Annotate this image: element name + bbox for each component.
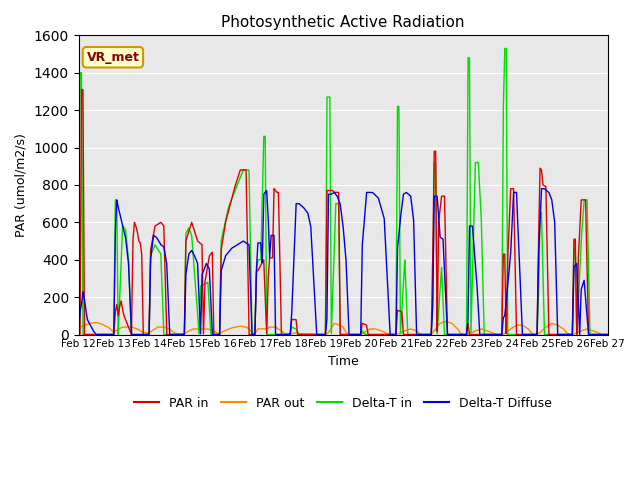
- Delta-T Diffuse: [255, 240, 262, 246]
- Delta-T in: [501, 46, 509, 51]
- Y-axis label: PAR (umol/m2/s): PAR (umol/m2/s): [15, 133, 28, 237]
- Delta-T Diffuse: [538, 186, 545, 192]
- Delta-T Diffuse: [75, 332, 83, 337]
- PAR in: [575, 243, 583, 249]
- Title: Photosynthetic Active Radiation: Photosynthetic Active Radiation: [221, 15, 465, 30]
- Delta-T Diffuse: [575, 312, 583, 318]
- PAR in: [604, 332, 611, 337]
- PAR out: [325, 329, 333, 335]
- PAR out: [476, 326, 484, 332]
- Delta-T in: [325, 94, 333, 100]
- PAR out: [255, 326, 262, 332]
- Delta-T Diffuse: [476, 332, 484, 337]
- PAR out: [604, 332, 611, 337]
- PAR in: [582, 197, 589, 203]
- Line: Delta-T in: Delta-T in: [79, 48, 607, 335]
- PAR in: [77, 87, 85, 93]
- PAR in: [75, 332, 83, 337]
- PAR out: [575, 329, 583, 335]
- PAR out: [442, 319, 450, 324]
- Delta-T Diffuse: [604, 332, 611, 337]
- PAR out: [461, 332, 469, 337]
- Delta-T in: [604, 332, 611, 337]
- PAR out: [75, 332, 83, 337]
- Line: PAR in: PAR in: [79, 90, 607, 335]
- Line: Delta-T Diffuse: Delta-T Diffuse: [79, 189, 607, 335]
- Delta-T in: [79, 332, 87, 337]
- Line: PAR out: PAR out: [79, 322, 607, 335]
- Delta-T Diffuse: [325, 192, 333, 197]
- Delta-T in: [476, 196, 484, 202]
- PAR in: [461, 332, 469, 337]
- X-axis label: Time: Time: [328, 355, 358, 368]
- Delta-T in: [255, 257, 262, 263]
- Delta-T in: [582, 197, 589, 203]
- Delta-T Diffuse: [461, 332, 469, 337]
- PAR in: [325, 188, 333, 193]
- PAR in: [255, 267, 262, 273]
- Text: VR_met: VR_met: [86, 51, 140, 64]
- Delta-T in: [575, 285, 583, 291]
- Delta-T in: [461, 332, 469, 337]
- PAR out: [582, 326, 589, 332]
- Delta-T Diffuse: [582, 294, 589, 300]
- Legend: PAR in, PAR out, Delta-T in, Delta-T Diffuse: PAR in, PAR out, Delta-T in, Delta-T Dif…: [129, 392, 557, 415]
- PAR in: [476, 332, 484, 337]
- Delta-T in: [75, 253, 83, 259]
